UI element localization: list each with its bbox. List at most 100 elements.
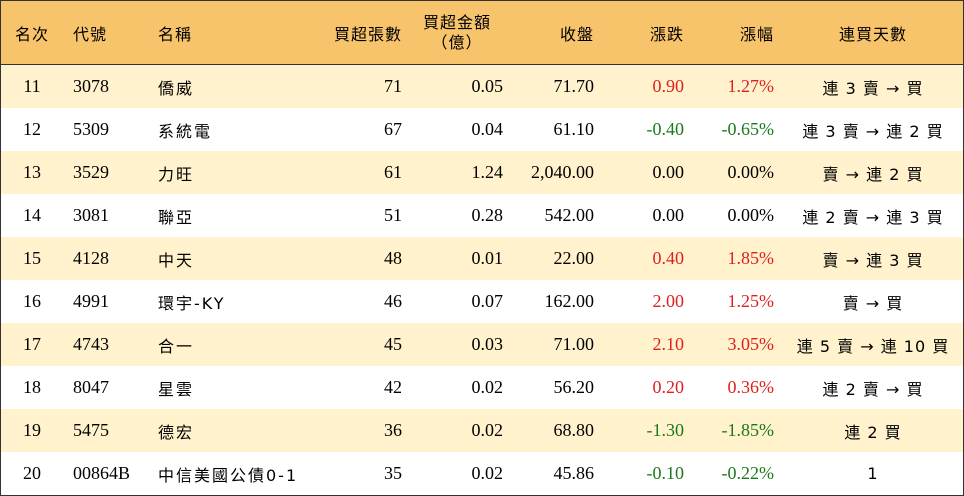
rank-cell: 11 xyxy=(23,76,41,96)
consecutive-days-cell: 連 3 賣 → 連 2 買 xyxy=(802,121,944,141)
header-name: 名稱 xyxy=(158,24,193,44)
close-price-cell: 71.70 xyxy=(553,76,595,96)
change-cell: 2.00 xyxy=(652,291,685,311)
net-buy-lots-cell: 45 xyxy=(384,334,402,354)
change-cell: -0.10 xyxy=(646,463,685,483)
change-pct-cell: 0.00% xyxy=(727,205,775,225)
header-net-buy-amount: 買超金額 （億） xyxy=(411,1,503,64)
net-buy-amount-cell: 0.03 xyxy=(471,334,504,354)
change-cell: 0.40 xyxy=(652,248,685,268)
rank-cell: 17 xyxy=(23,334,41,354)
code-cell: 4128 xyxy=(73,248,109,268)
name-cell: 僑威 xyxy=(158,78,195,98)
change-pct-cell: -1.85% xyxy=(721,420,775,440)
net-buy-amount-cell: 0.28 xyxy=(471,205,504,225)
consecutive-days-cell: 連 2 賣 → 買 xyxy=(822,379,924,399)
name-cell: 德宏 xyxy=(158,422,195,442)
header-consecutive-days: 連買天數 xyxy=(838,24,907,44)
consecutive-days-cell: 賣 → 連 2 買 xyxy=(822,164,924,184)
table-row: 17 4743 合一 45 0.03 71.00 2.10 3.05% 連 5 賣 → 連 10… xyxy=(1,323,963,366)
table-row: 20 00864B 中信美國公債0-1 35 0.02 45.86 -0.10 -0.22% 1 xyxy=(1,452,963,495)
change-pct-cell: 0.00% xyxy=(727,162,775,182)
change-cell: 0.90 xyxy=(652,76,685,96)
header-change-pct: 漲幅 xyxy=(739,24,774,44)
name-cell: 力旺 xyxy=(158,164,195,184)
change-cell: -0.40 xyxy=(646,119,685,139)
code-cell: 00864B xyxy=(73,463,131,483)
change-pct-cell: 0.36% xyxy=(727,377,775,397)
consecutive-days-cell: 賣 → 買 xyxy=(842,293,904,313)
name-cell: 系統電 xyxy=(158,121,213,141)
code-cell: 4991 xyxy=(73,291,109,311)
close-price-cell: 68.80 xyxy=(553,420,595,440)
close-price-cell: 71.00 xyxy=(553,334,595,354)
net-buy-amount-cell: 0.05 xyxy=(471,76,504,96)
consecutive-days-cell: 1 xyxy=(867,464,879,483)
net-buy-lots-cell: 35 xyxy=(384,463,402,483)
consecutive-days-cell: 連 2 買 xyxy=(844,422,902,442)
consecutive-days-cell: 連 5 賣 → 連 10 買 xyxy=(796,336,950,356)
header-net-buy-amount-unit: （億） xyxy=(431,32,483,52)
net-buy-amount-cell: 1.24 xyxy=(471,162,504,182)
rank-cell: 14 xyxy=(23,205,41,225)
net-buy-lots-cell: 71 xyxy=(384,76,402,96)
change-pct-cell: 1.27% xyxy=(727,76,775,96)
net-buy-lots-cell: 51 xyxy=(384,205,402,225)
code-cell: 3078 xyxy=(73,76,109,96)
net-buy-lots-cell: 42 xyxy=(384,377,402,397)
close-price-cell: 22.00 xyxy=(553,248,595,268)
table-row: 19 5475 德宏 36 0.02 68.80 -1.30 -1.85% 連 2 買 xyxy=(1,409,963,452)
change-pct-cell: 1.25% xyxy=(727,291,775,311)
code-cell: 5309 xyxy=(73,119,109,139)
header-code: 代號 xyxy=(73,24,108,44)
name-cell: 環宇-KY xyxy=(158,293,226,313)
header-close: 收盤 xyxy=(559,24,594,44)
table-row: 15 4128 中天 48 0.01 22.00 0.40 1.85% 賣 → 連 3 買 xyxy=(1,237,963,280)
consecutive-days-cell: 連 2 賣 → 連 3 買 xyxy=(802,207,944,227)
header-change: 漲跌 xyxy=(649,24,684,44)
change-cell: 2.10 xyxy=(652,334,685,354)
consecutive-days-cell: 賣 → 連 3 買 xyxy=(822,250,924,270)
change-cell: 0.20 xyxy=(652,377,685,397)
net-buy-amount-cell: 0.02 xyxy=(471,420,504,440)
net-buy-amount-cell: 0.07 xyxy=(471,291,504,311)
change-cell: 0.00 xyxy=(652,205,685,225)
net-buy-lots-cell: 36 xyxy=(384,420,402,440)
close-price-cell: 61.10 xyxy=(553,119,595,139)
rank-cell: 13 xyxy=(23,162,41,182)
header-rank: 名次 xyxy=(14,24,49,44)
code-cell: 3081 xyxy=(73,205,109,225)
close-price-cell: 2,040.00 xyxy=(531,162,594,182)
name-cell: 聯亞 xyxy=(158,207,195,227)
rank-cell: 15 xyxy=(23,248,41,268)
code-cell: 3529 xyxy=(73,162,109,182)
change-pct-cell: 3.05% xyxy=(727,334,775,354)
net-buy-amount-cell: 0.02 xyxy=(471,463,504,483)
table-row: 18 8047 星雲 42 0.02 56.20 0.20 0.36% 連 2 賣 → 買 xyxy=(1,366,963,409)
table-row: 11 3078 僑威 71 0.05 71.70 0.90 1.27% 連 3 賣 → 買 xyxy=(1,65,963,108)
header-net-buy-amount-label: 買超金額 xyxy=(422,12,491,32)
table-row: 16 4991 環宇-KY 46 0.07 162.00 2.00 1.25% 賣 → 買 xyxy=(1,280,963,323)
change-cell: -1.30 xyxy=(646,420,685,440)
consecutive-days-cell: 連 3 賣 → 買 xyxy=(822,78,924,98)
net-buy-amount-cell: 0.01 xyxy=(471,248,504,268)
rank-cell: 12 xyxy=(23,119,41,139)
close-price-cell: 56.20 xyxy=(553,377,595,397)
net-buy-amount-cell: 0.04 xyxy=(471,119,504,139)
rank-cell: 16 xyxy=(23,291,41,311)
code-cell: 8047 xyxy=(73,377,109,397)
name-cell: 星雲 xyxy=(158,379,195,399)
net-buy-lots-cell: 46 xyxy=(384,291,402,311)
net-buy-lots-cell: 67 xyxy=(384,119,402,139)
change-pct-cell: -0.65% xyxy=(721,119,775,139)
code-cell: 4743 xyxy=(73,334,109,354)
change-pct-cell: 1.85% xyxy=(727,248,775,268)
rank-cell: 18 xyxy=(23,377,41,397)
net-buy-amount-cell: 0.02 xyxy=(471,377,504,397)
name-cell: 中天 xyxy=(158,250,195,270)
close-price-cell: 45.86 xyxy=(553,463,595,483)
code-cell: 5475 xyxy=(73,420,109,440)
close-price-cell: 162.00 xyxy=(544,291,595,311)
name-cell: 合一 xyxy=(158,336,195,356)
